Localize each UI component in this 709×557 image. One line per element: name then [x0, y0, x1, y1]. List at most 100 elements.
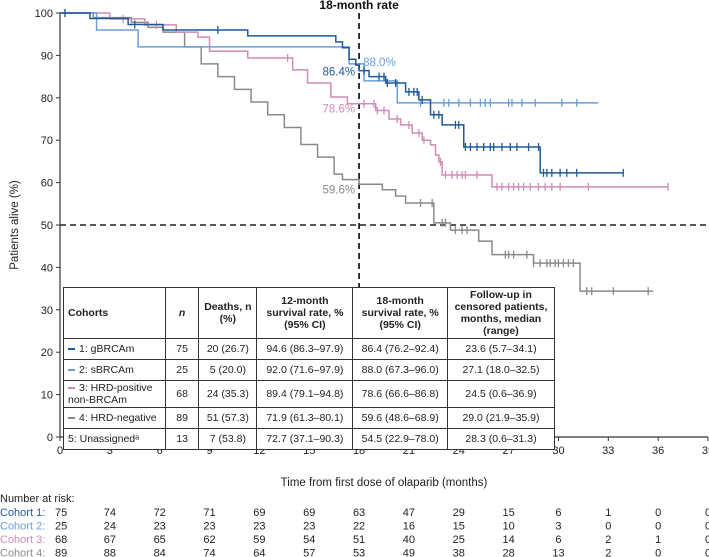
at-risk-value: 6: [555, 507, 561, 519]
at-risk-value: 0: [655, 548, 661, 557]
at-risk-value: 29: [453, 507, 465, 519]
table-row: 1: gBRCAm 75 20 (26.7) 94.6 (86.3–97.9) 86.4…: [63, 338, 556, 360]
table-cell: 23.6 (5.7–34.1): [446, 338, 556, 360]
at-risk-value: 15: [502, 507, 514, 519]
y-tick-label: 30: [41, 305, 53, 317]
y-tick-label: 90: [41, 50, 53, 62]
at-risk-value: 53: [353, 548, 365, 557]
x-axis-label: Time from first dose of olaparib (months…: [281, 477, 488, 489]
at-risk-value: 1: [655, 534, 661, 546]
table-cell: 54.5 (22.9–78.0): [352, 428, 448, 450]
at-risk-value: 25: [55, 521, 67, 533]
cohort-name: 4: HRD-negative: [79, 412, 157, 424]
table-cell: 5 (20.0): [198, 359, 258, 381]
table-row: 5: Unassignedᵃ 13 7 (53.8) 72.7 (37.1–90.3)…: [63, 428, 556, 450]
y-tick-label: 0: [47, 432, 53, 444]
at-risk-value: 14: [502, 534, 514, 546]
at-risk-value: 49: [403, 548, 415, 557]
y-tick-label: 40: [41, 262, 53, 274]
table-cell: 24.5 (0.6–36.9): [446, 380, 556, 408]
at-risk-value: 23: [203, 521, 215, 533]
at-risk-value: 3: [555, 521, 561, 533]
at-risk-value: 47: [403, 507, 415, 519]
table-cell: 78.6 (66.6–86.8): [352, 380, 448, 408]
table-cell: 1: gBRCAm: [63, 338, 166, 360]
table-cell: 75: [164, 338, 200, 360]
table-cell: 51 (57.3): [198, 407, 258, 429]
x-tick-label: 6: [157, 445, 163, 457]
y-tick-label: 10: [41, 390, 53, 402]
table-header-cell: 18-month survival rate, % (95% CI): [352, 287, 448, 339]
y-tick-label: 60: [41, 178, 53, 190]
at-risk-value: 10: [502, 521, 514, 533]
at-risk-value: 25: [453, 534, 465, 546]
table-cell: 2: sBRCAm: [63, 359, 166, 381]
at-risk-value: 89: [55, 548, 67, 557]
at-risk-value: 84: [154, 548, 166, 557]
at-risk-value: 54: [303, 534, 315, 546]
at-risk-value: 69: [303, 507, 315, 519]
at-risk-value: 38: [453, 548, 465, 557]
at-risk-value: 15: [453, 521, 465, 533]
at-risk-value: 16: [403, 521, 415, 533]
at-risk-row-label: Cohort 4:: [0, 548, 45, 557]
table-row: 3: HRD-positive non-BRCAm 68 24 (35.3) 89.4…: [63, 380, 556, 408]
table-cell: 68: [164, 380, 200, 408]
table-cell: 3: HRD-positive non-BRCAm: [63, 380, 166, 408]
at-risk-value: 13: [552, 548, 564, 557]
at-risk-value: 0: [705, 507, 709, 519]
at-risk-value: 22: [353, 521, 365, 533]
rate-label-18m: 86.4%: [322, 67, 355, 79]
table-cell: 4: HRD-negative: [63, 407, 166, 429]
survival-curve-cohort-4: [60, 12, 654, 292]
at-risk-value: 75: [55, 507, 67, 519]
table-cell: 24 (35.3): [198, 380, 258, 408]
at-risk-value: 6: [555, 534, 561, 546]
cohort-name: 5: Unassignedᵃ: [68, 433, 140, 445]
table-header-row: Cohorts n Deaths, n (%) 12-month survival r…: [63, 287, 556, 339]
at-risk-value: 0: [705, 521, 709, 533]
at-risk-value: 0: [605, 521, 611, 533]
at-risk-value: 71: [203, 507, 215, 519]
survival-curve-cohort-3: [60, 12, 669, 188]
table-cell: 94.6 (86.3–97.9): [256, 338, 354, 360]
at-risk-value: 63: [353, 507, 365, 519]
at-risk-row-label: Cohort 2:: [0, 521, 45, 533]
x-tick-label: 0: [57, 445, 63, 457]
at-risk-value: 57: [303, 548, 315, 557]
at-risk-value: 28: [502, 548, 514, 557]
table-cell: 20 (26.7): [198, 338, 258, 360]
cohort-swatch: [68, 387, 75, 390]
table-header-cell: Deaths, n (%): [198, 287, 258, 339]
table-cell: 28.3 (0.6–31.3): [446, 428, 556, 450]
at-risk-value: 1: [605, 507, 611, 519]
table-cell: 92.0 (71.6–97.9): [256, 359, 354, 381]
at-risk-value: 0: [705, 534, 709, 546]
table-cell: 71.9 (61.3–80.1): [256, 407, 354, 429]
cohort-swatch: [68, 369, 75, 372]
at-risk-value: 2: [605, 534, 611, 546]
at-risk-value: 23: [154, 521, 166, 533]
at-risk-value: 51: [353, 534, 365, 546]
table-cell: 27.1 (18.0–32.5): [446, 359, 556, 381]
table-row: 4: HRD-negative 89 51 (57.3) 71.9 (61.3–80.…: [63, 407, 556, 429]
table-cell: 5: Unassignedᵃ: [63, 428, 166, 450]
table-cell: 89: [164, 407, 200, 429]
cohort-summary-table: Cohorts n Deaths, n (%) 12-month survival r…: [63, 287, 556, 450]
at-risk-value: 0: [655, 507, 661, 519]
table-cell: 29.0 (21.9–35.9): [446, 407, 556, 429]
at-risk-value: 74: [104, 507, 116, 519]
at-risk-value: 69: [253, 507, 265, 519]
at-risk-value: 62: [203, 534, 215, 546]
table-cell: 88.0 (67.3–96.0): [352, 359, 448, 381]
y-tick-label: 20: [41, 347, 53, 359]
at-risk-value: 68: [55, 534, 67, 546]
chart-title: 18-month rate: [319, 0, 399, 12]
y-axis-label: Patients alive (%): [9, 180, 21, 270]
cohort-swatch: [68, 417, 75, 420]
rate-label-18m: 88.0%: [363, 57, 396, 69]
x-tick-label: 39: [702, 445, 709, 457]
rate-label-18m: 59.6%: [322, 184, 355, 196]
